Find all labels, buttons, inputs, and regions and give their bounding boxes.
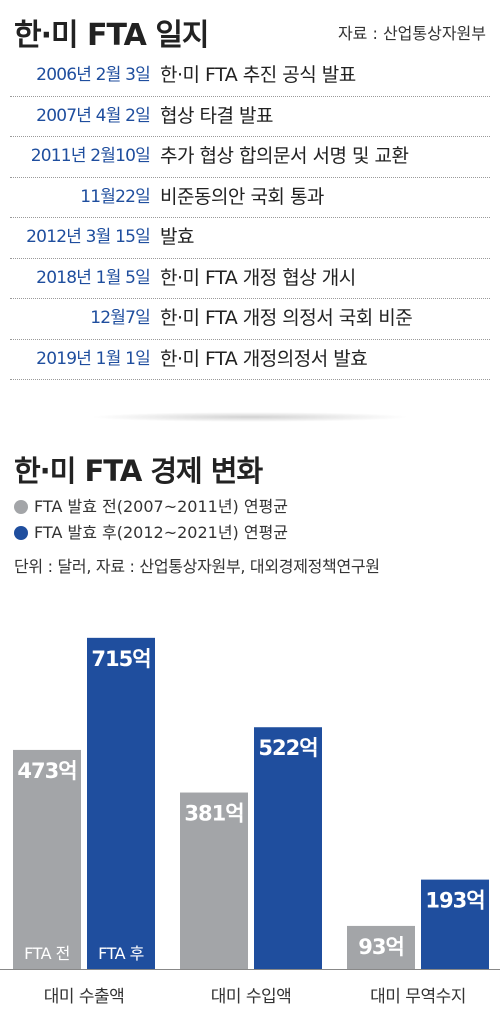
legend-item-before: FTA 발효 전(2007~2011년) 연평균	[14, 494, 288, 520]
bar-before	[13, 749, 81, 969]
timeline-title: 한·미 FTA 일지	[14, 18, 210, 53]
timeline-row: 2011년 2월10일 추가 협상 합의문서 서명 및 교환	[10, 137, 490, 178]
bar-series-label: FTA 전	[24, 944, 70, 963]
timeline-date: 2011년 2월10일	[30, 146, 151, 166]
bar-after	[87, 637, 155, 969]
timeline-date: 12월7일	[90, 308, 151, 328]
timeline-date: 11월22일	[80, 186, 151, 207]
bar-value-label: 522억	[258, 736, 317, 760]
bar-before	[347, 925, 415, 969]
timeline-row: 2018년 1월 5일 한·미 FTA 개정 협상 개시	[10, 259, 490, 299]
bar-value-label: 93억	[358, 935, 404, 959]
chart-legend: FTA 발효 전(2007~2011년) 연평균 FTA 발효 후(2012~2…	[14, 494, 288, 546]
timeline-source: 자료 : 산업통상자원부	[337, 24, 486, 43]
timeline-event: 추가 협상 합의문서 서명 및 교환	[160, 145, 409, 167]
timeline-date: 2006년 2월 3일	[36, 65, 151, 85]
category-label: 대미 수출액	[44, 987, 125, 1007]
bar-series-label: FTA 후	[98, 944, 144, 963]
timeline-row: 2019년 1월 1일 한·미 FTA 개정의정서 발효	[10, 340, 490, 380]
bar-value-label: 193억	[425, 889, 484, 913]
timeline-row: 2012년 3월 15일 발효	[10, 218, 490, 259]
chart-unit-source: 단위 : 달러, 자료 : 산업통상자원부, 대외경제정책연구원	[14, 557, 380, 576]
legend-label: FTA 발효 전(2007~2011년) 연평균	[34, 497, 289, 516]
timeline-row: 12월7일 한·미 FTA 개정 의정서 국회 비준	[10, 299, 490, 340]
category-label: 대미 수입액	[211, 987, 292, 1007]
timeline-event: 비준동의안 국회 통과	[160, 185, 324, 208]
bar-value-label: 473억	[17, 759, 76, 783]
legend-item-after: FTA 발효 후(2012~2021년) 연평균	[14, 520, 288, 546]
bar-before	[180, 792, 248, 969]
legend-dot-icon	[14, 500, 28, 514]
timeline-event: 협상 타결 발표	[160, 104, 273, 127]
bar-after	[421, 879, 489, 969]
timeline-event: 한·미 FTA 개정 의정서 국회 비준	[160, 307, 413, 329]
timeline-event: 발효	[160, 226, 194, 248]
timeline-event: 한·미 FTA 개정의정서 발효	[160, 347, 368, 370]
chart-title: 한·미 FTA 경제 변화	[14, 454, 263, 488]
timeline-date: 2019년 1월 1일	[36, 348, 151, 369]
timeline-event: 한·미 FTA 추진 공식 발표	[160, 64, 356, 86]
timeline-date: 2007년 4월 2일	[36, 105, 151, 126]
timeline-row: 2007년 4월 2일 협상 타결 발표	[10, 97, 490, 137]
bar-value-label: 381억	[184, 802, 243, 826]
timeline-date: 2012년 3월 15일	[26, 227, 151, 247]
timeline-list: 2006년 2월 3일 한·미 FTA 추진 공식 발표 2007년 4월 2일…	[10, 56, 490, 380]
legend-label: FTA 발효 후(2012~2021년) 연평균	[34, 523, 289, 542]
bar-value-label: 715억	[91, 647, 150, 671]
category-label: 대미 무역수지	[370, 987, 466, 1007]
timeline-date: 2018년 1월 5일	[36, 267, 151, 288]
legend-dot-icon	[14, 526, 28, 540]
section-divider-shadow	[90, 412, 410, 422]
timeline-row: 2006년 2월 3일 한·미 FTA 추진 공식 발표	[10, 56, 490, 97]
timeline-row: 11월22일 비준동의안 국회 통과	[10, 178, 490, 218]
timeline-event: 한·미 FTA 개정 협상 개시	[160, 266, 356, 289]
bar-after	[254, 727, 322, 969]
